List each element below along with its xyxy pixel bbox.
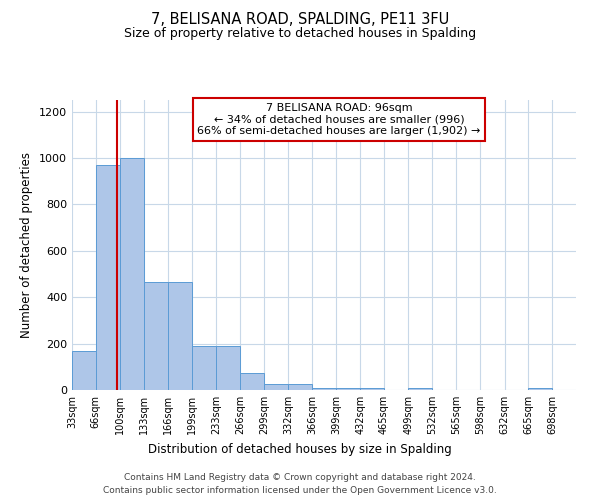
Bar bbox=[192, 346, 217, 390]
Bar bbox=[288, 384, 313, 390]
Bar bbox=[144, 282, 168, 390]
Bar bbox=[96, 165, 121, 390]
Bar bbox=[168, 282, 192, 390]
Text: 7, BELISANA ROAD, SPALDING, PE11 3FU: 7, BELISANA ROAD, SPALDING, PE11 3FU bbox=[151, 12, 449, 28]
Text: Contains public sector information licensed under the Open Government Licence v3: Contains public sector information licen… bbox=[103, 486, 497, 495]
Bar bbox=[240, 372, 264, 390]
Bar bbox=[336, 388, 360, 390]
Bar bbox=[217, 346, 240, 390]
Bar bbox=[264, 384, 288, 390]
Bar bbox=[313, 388, 336, 390]
Text: Contains HM Land Registry data © Crown copyright and database right 2024.: Contains HM Land Registry data © Crown c… bbox=[124, 472, 476, 482]
Bar bbox=[72, 350, 96, 390]
Bar bbox=[529, 388, 552, 390]
Bar bbox=[409, 388, 433, 390]
Bar bbox=[360, 388, 384, 390]
Bar bbox=[121, 158, 144, 390]
Text: Distribution of detached houses by size in Spalding: Distribution of detached houses by size … bbox=[148, 442, 452, 456]
Text: 7 BELISANA ROAD: 96sqm
← 34% of detached houses are smaller (996)
66% of semi-de: 7 BELISANA ROAD: 96sqm ← 34% of detached… bbox=[197, 103, 481, 136]
Text: Size of property relative to detached houses in Spalding: Size of property relative to detached ho… bbox=[124, 28, 476, 40]
Y-axis label: Number of detached properties: Number of detached properties bbox=[20, 152, 34, 338]
